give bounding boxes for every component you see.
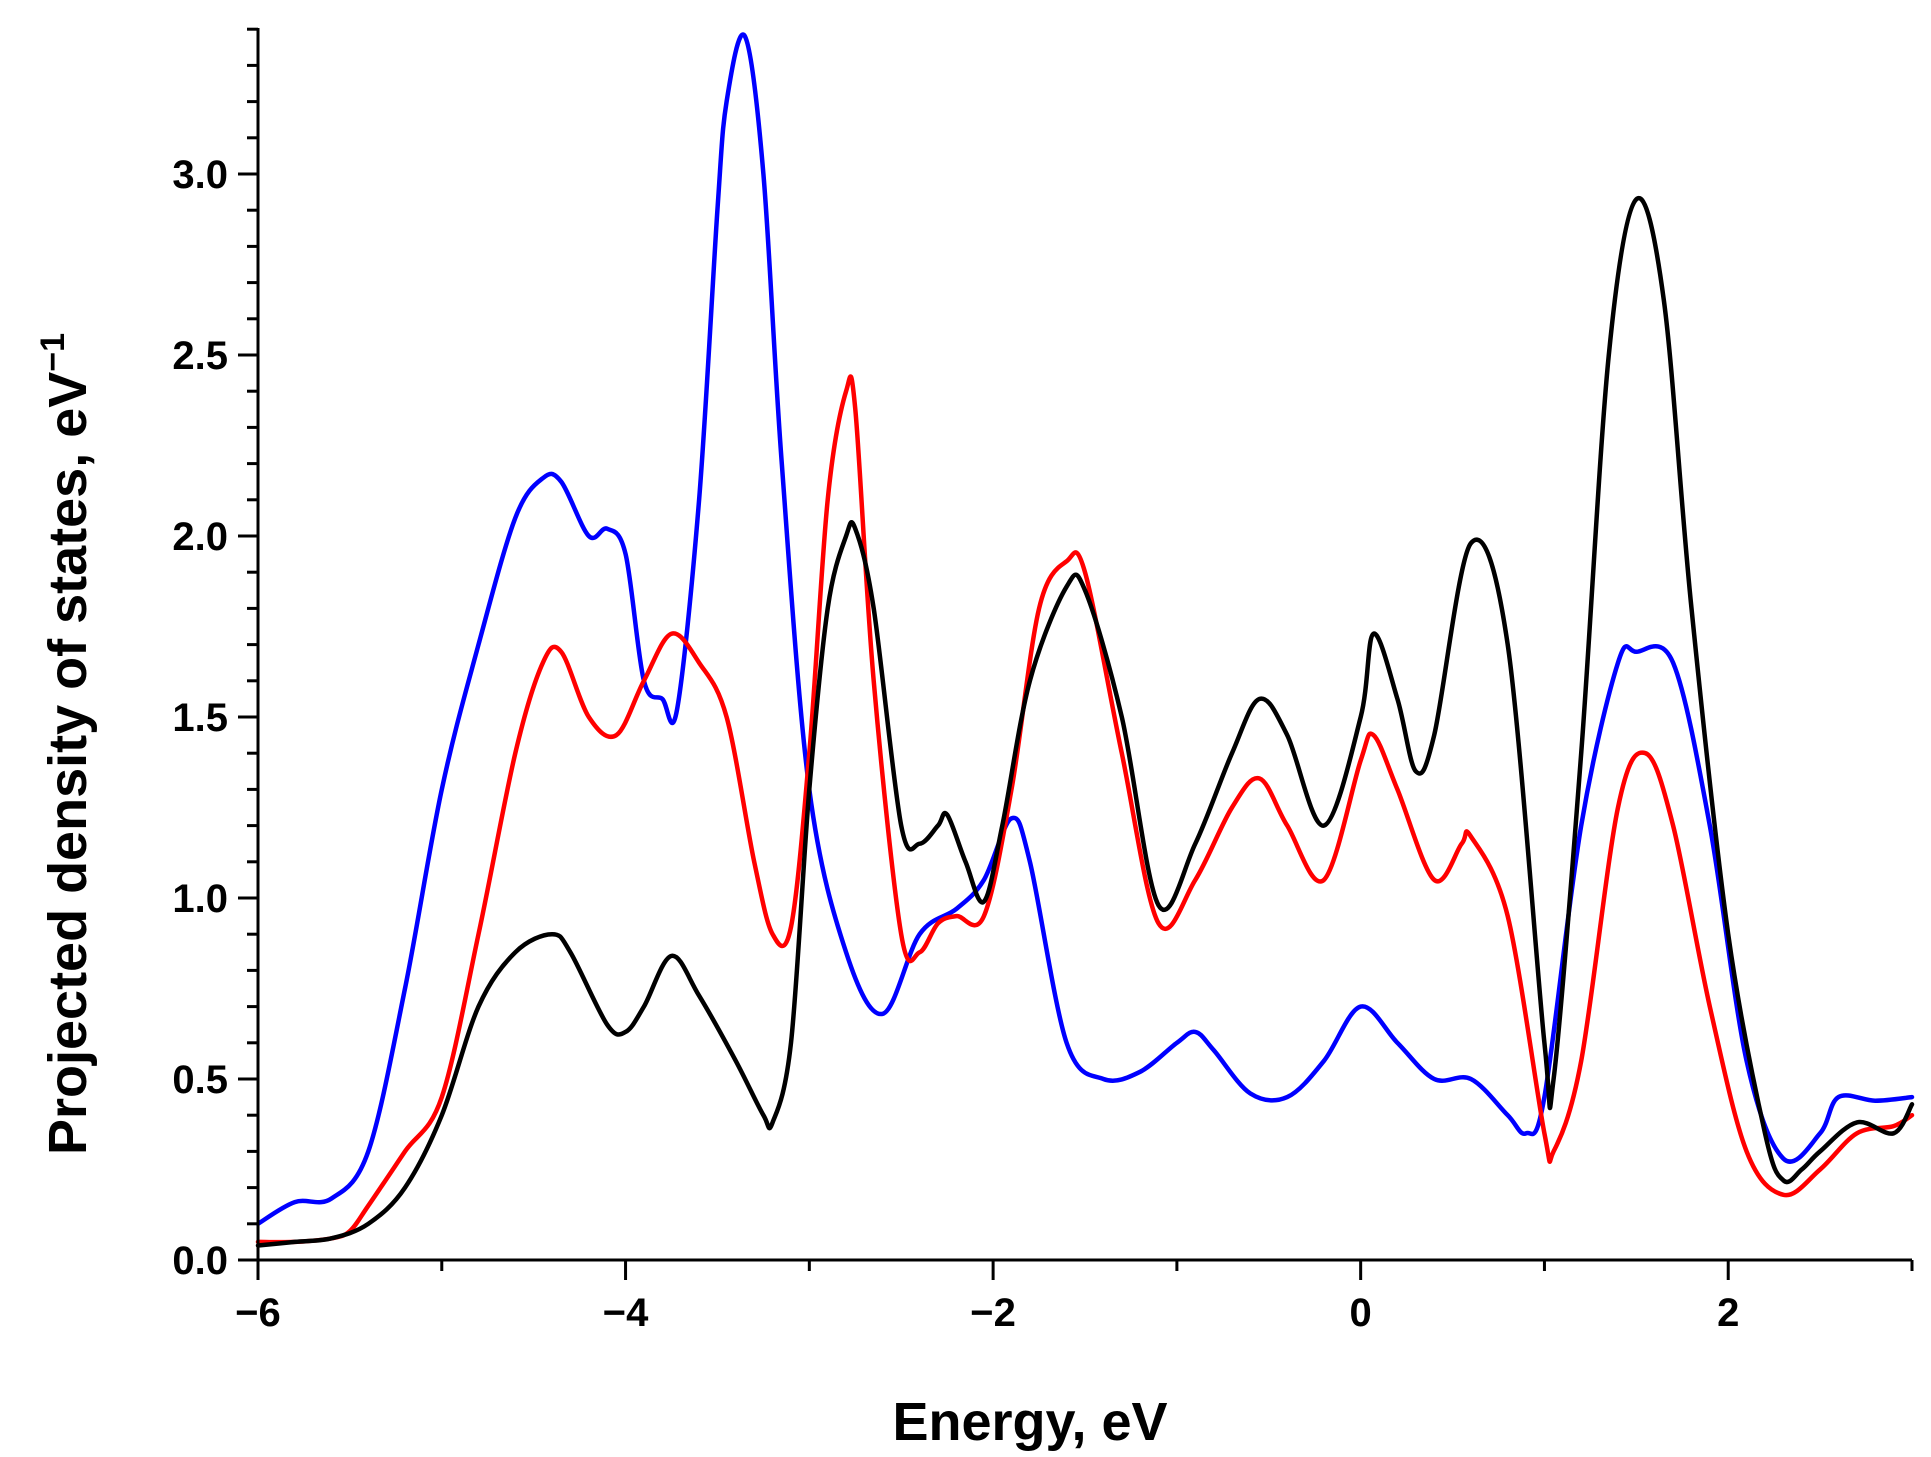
x-axis-title: Energy, eV — [892, 1392, 1167, 1452]
y-axis-title: Projected density of states, eV−1 — [34, 333, 98, 1155]
series-line-black — [255, 195, 1915, 1248]
x-tick-label: −4 — [603, 1291, 649, 1335]
y-tick-label: 2.5 — [172, 334, 228, 378]
x-tick-label: 0 — [1350, 1291, 1372, 1335]
y-tick-label: 2.0 — [172, 515, 228, 559]
x-tick-label: 2 — [1717, 1291, 1739, 1335]
y-tick-label: 0.5 — [172, 1058, 228, 1102]
x-tick-label: −6 — [235, 1291, 281, 1335]
y-axis-title-main: Projected density of states, eV — [38, 372, 98, 1155]
tick-layer: −6 −4 −2 0 2 0.0 0.5 1.0 1.5 2.0 2.5 3.0 — [172, 27, 1914, 1335]
x-tick-label: −2 — [970, 1291, 1016, 1335]
y-tick-label: 1.0 — [172, 877, 228, 921]
y-tick-label: 0.0 — [172, 1239, 228, 1283]
y-tick-label: 1.5 — [172, 696, 228, 740]
series-layer — [255, 32, 1915, 1248]
y-tick-label: 3.0 — [172, 153, 228, 197]
y-axis-title-superscript: −1 — [34, 333, 72, 372]
series-line-red — [255, 374, 1915, 1245]
series-line-blue — [255, 32, 1915, 1227]
